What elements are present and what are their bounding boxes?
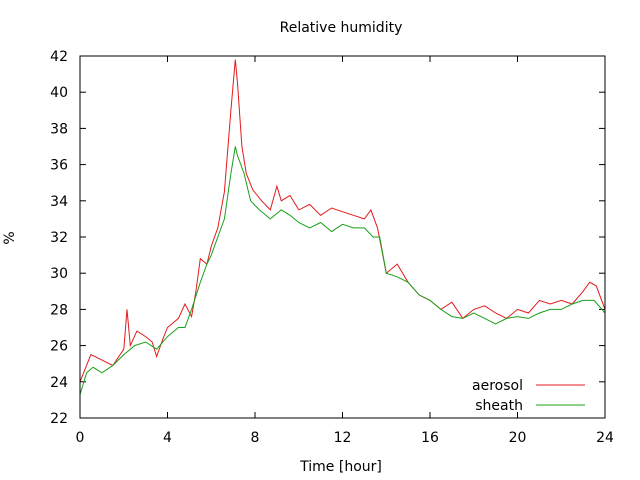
legend: aerosol sheath <box>472 378 585 414</box>
x-tick-label: 12 <box>334 430 352 446</box>
x-tick-label: 0 <box>76 430 85 446</box>
axis-ticks: 0 4 8 12 16 20 24 22 24 26 28 30 32 34 36 38 40 42 <box>50 49 614 446</box>
series-lines <box>79 59 606 395</box>
y-tick-label: 28 <box>50 302 68 318</box>
x-tick-label: 20 <box>509 430 527 446</box>
y-tick-label: 24 <box>50 375 68 391</box>
x-tick-label: 8 <box>251 430 260 446</box>
y-tick-label: 40 <box>50 85 68 101</box>
series-line-aerosol <box>79 59 606 382</box>
legend-label-sheath: sheath <box>475 398 523 414</box>
y-tick-label: 34 <box>50 194 68 210</box>
series-line-sheath <box>79 146 606 395</box>
y-tick-label: 30 <box>50 266 68 282</box>
x-tick-label: 16 <box>421 430 439 446</box>
y-tick-label: 22 <box>50 411 68 427</box>
chart-title: Relative humidity <box>280 20 403 36</box>
plot-frame <box>79 55 606 419</box>
legend-label-aerosol: aerosol <box>472 378 523 394</box>
y-tick-label: 26 <box>50 339 68 355</box>
x-tick-label: 24 <box>596 430 614 446</box>
x-axis-label: Time [hour] <box>299 459 382 475</box>
y-tick-label: 42 <box>50 49 68 65</box>
x-tick-label: 4 <box>163 430 172 446</box>
y-tick-label: 32 <box>50 230 68 246</box>
y-tick-label: 38 <box>50 121 68 137</box>
y-tick-label: 36 <box>50 158 68 174</box>
y-axis-label: % <box>2 231 18 244</box>
